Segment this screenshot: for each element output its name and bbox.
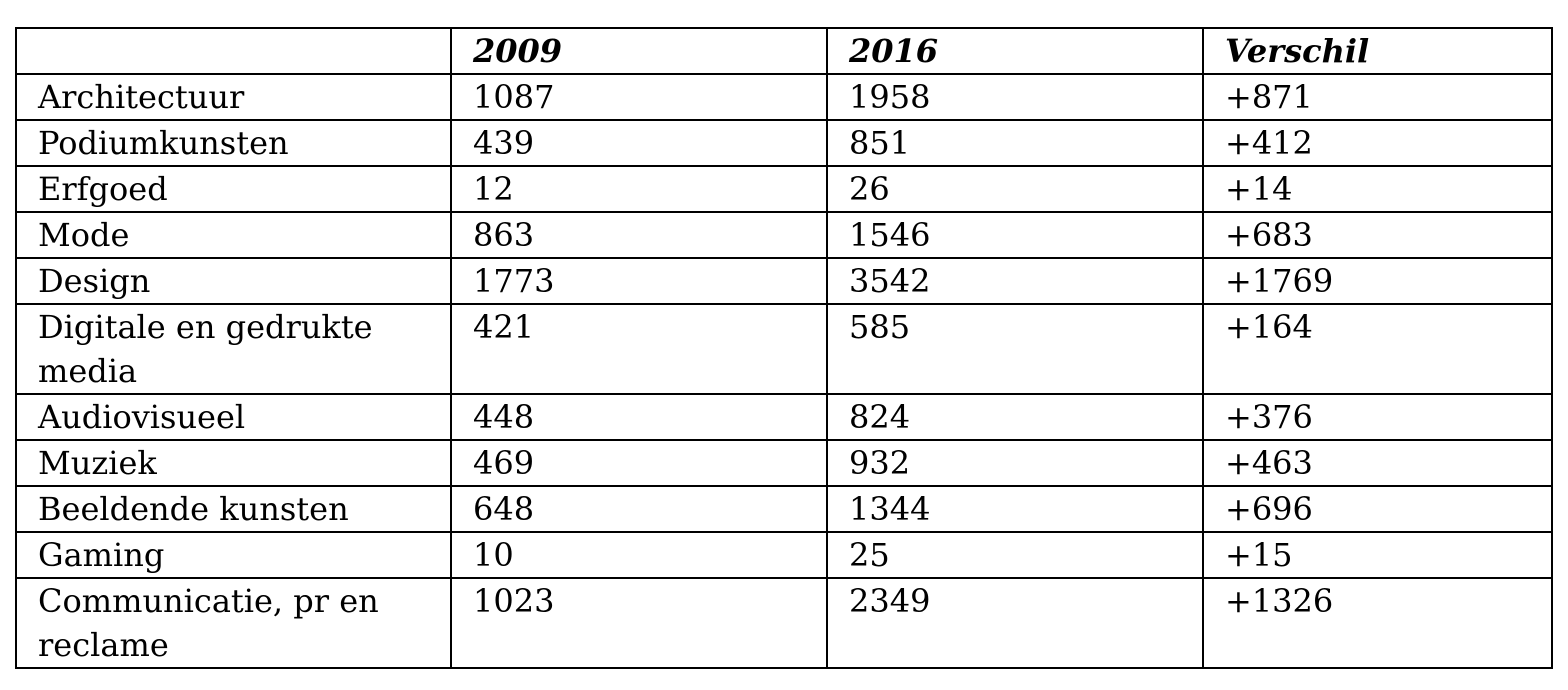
value-2009-cell: 10: [450, 531, 828, 579]
value-2009-cell: 12: [450, 165, 828, 213]
row-label-cell: Erfgoed: [15, 165, 452, 213]
difference-cell: +871: [1202, 73, 1553, 121]
table-row: Gaming 10 25 +15: [15, 531, 1553, 579]
table-row: Podiumkunsten 439 851 +412: [15, 119, 1553, 167]
row-label-cell: Muziek: [15, 439, 452, 487]
value-2016-cell: 26: [826, 165, 1204, 213]
row-label-cell: Architectuur: [15, 73, 452, 121]
value-2009-cell: 648: [450, 485, 828, 533]
row-label-cell: Gaming: [15, 531, 452, 579]
difference-cell: +1769: [1202, 257, 1553, 305]
value-2009-cell: 439: [450, 119, 828, 167]
table-row: Digitale en gedrukte media 421 585 +164: [15, 303, 1553, 395]
difference-cell: +376: [1202, 393, 1553, 441]
value-2016-cell: 585: [826, 303, 1204, 395]
value-2016-cell: 1546: [826, 211, 1204, 259]
header-cell-verschil: Verschil: [1202, 27, 1553, 75]
row-label-cell: Mode: [15, 211, 452, 259]
difference-cell: +412: [1202, 119, 1553, 167]
difference-cell: +696: [1202, 485, 1553, 533]
header-cell-empty: [15, 27, 452, 75]
value-2009-cell: 1023: [450, 577, 828, 669]
value-2009-cell: 1087: [450, 73, 828, 121]
value-2016-cell: 824: [826, 393, 1204, 441]
table-row: Erfgoed 12 26 +14: [15, 165, 1553, 213]
table-row: Design 1773 3542 +1769: [15, 257, 1553, 305]
value-2016-cell: 932: [826, 439, 1204, 487]
row-label-cell: Design: [15, 257, 452, 305]
difference-cell: +683: [1202, 211, 1553, 259]
difference-cell: +14: [1202, 165, 1553, 213]
value-2009-cell: 1773: [450, 257, 828, 305]
table-row: Mode 863 1546 +683: [15, 211, 1553, 259]
value-2016-cell: 2349: [826, 577, 1204, 669]
row-label-cell: Communicatie, pr en reclame: [15, 577, 452, 669]
row-label-cell: Audiovisueel: [15, 393, 452, 441]
value-2009-cell: 448: [450, 393, 828, 441]
table-row: Architectuur 1087 1958 +871: [15, 73, 1553, 121]
header-row: 2009 2016 Verschil: [15, 27, 1553, 75]
row-label-cell: Podiumkunsten: [15, 119, 452, 167]
row-label-cell: Digitale en gedrukte media: [15, 303, 452, 395]
table-row: Communicatie, pr en reclame 1023 2349 +1…: [15, 577, 1553, 669]
value-2009-cell: 469: [450, 439, 828, 487]
header-cell-2016: 2016: [826, 27, 1204, 75]
header-cell-2009: 2009: [450, 27, 828, 75]
value-2016-cell: 1344: [826, 485, 1204, 533]
table-row: Audiovisueel 448 824 +376: [15, 393, 1553, 441]
row-label-cell: Beeldende kunsten: [15, 485, 452, 533]
value-2016-cell: 1958: [826, 73, 1204, 121]
table-row: Muziek 469 932 +463: [15, 439, 1553, 487]
table-row: Beeldende kunsten 648 1344 +696: [15, 485, 1553, 533]
value-2016-cell: 851: [826, 119, 1204, 167]
value-2016-cell: 3542: [826, 257, 1204, 305]
data-table: 2009 2016 Verschil Architectuur 1087 195…: [15, 27, 1553, 669]
value-2016-cell: 25: [826, 531, 1204, 579]
difference-cell: +164: [1202, 303, 1553, 395]
difference-cell: +463: [1202, 439, 1553, 487]
difference-cell: +15: [1202, 531, 1553, 579]
difference-cell: +1326: [1202, 577, 1553, 669]
value-2009-cell: 421: [450, 303, 828, 395]
value-2009-cell: 863: [450, 211, 828, 259]
